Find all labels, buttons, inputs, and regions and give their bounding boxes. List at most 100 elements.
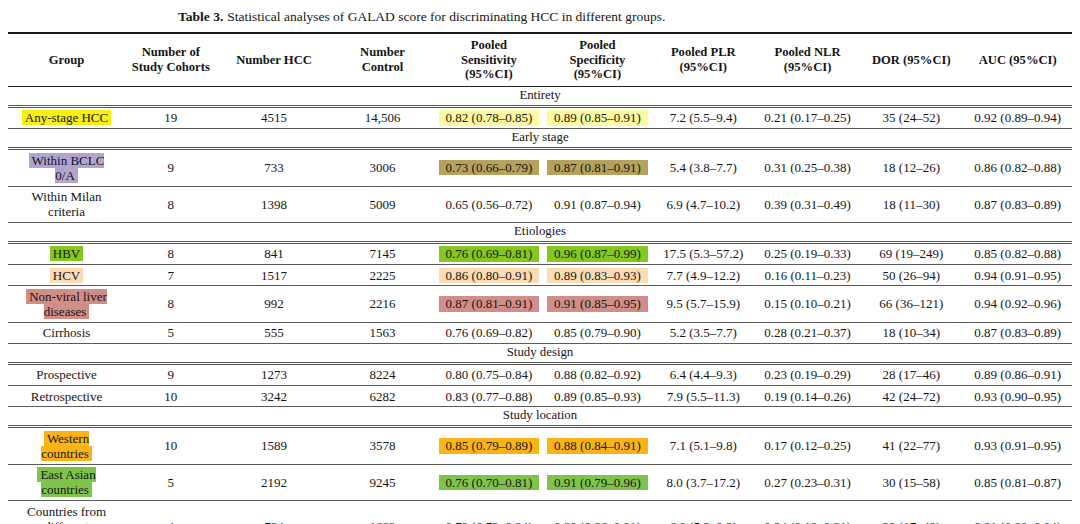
value-cell: 8	[125, 186, 217, 222]
cell-value: 19	[164, 110, 177, 125]
col-header-number-control: Number Control	[331, 33, 433, 86]
col-header-group: Group	[8, 33, 125, 86]
cell-value: 6.9 (5.2–9.2)	[670, 519, 737, 524]
value-cell: 7145	[331, 242, 433, 264]
caption-label: Table 3.	[178, 9, 223, 24]
cell-value: 7.7 (4.9–12.2)	[666, 268, 740, 283]
cell-value: 0.91 (0.79–0.96)	[547, 475, 648, 490]
value-cell: 0.24 (0.18–0.31)	[756, 501, 859, 524]
value-cell: 0.65 (0.56–0.72)	[434, 186, 545, 222]
cell-value: 50 (26–94)	[883, 268, 940, 283]
table-row: East Asian countries5219292450.76 (0.70–…	[8, 464, 1072, 500]
cell-value: 8	[168, 197, 175, 212]
cell-value: 0.85 (0.82–0.88)	[974, 246, 1061, 261]
caption-text: Statistical analyses of GALAD score for …	[227, 9, 665, 24]
group-label: Countries from different continents	[27, 504, 106, 524]
value-cell: 0.21 (0.17–0.25)	[756, 106, 859, 128]
col-header-number-hcc: Number HCC	[217, 33, 332, 86]
table-row: HCV7151722250.86 (0.80–0.91)0.89 (0.83–0…	[8, 265, 1072, 286]
cell-value: 42 (24–72)	[883, 389, 940, 404]
cell-value: 3006	[370, 160, 396, 175]
galad-statistics-table: Group Number of Study Cohorts Number HCC…	[8, 32, 1072, 524]
group-cell: Retrospective	[8, 386, 125, 407]
value-cell: 9	[125, 363, 217, 385]
cell-value: 0.94 (0.91–0.95)	[974, 268, 1061, 283]
cell-value: 0.91 (0.87–0.94)	[554, 197, 641, 212]
value-cell: 0.94 (0.92–0.96)	[963, 286, 1072, 322]
value-cell: 0.87 (0.83–0.89)	[963, 186, 1072, 222]
cell-value: 18 (10–34)	[883, 325, 940, 340]
section-row: Early stage	[8, 129, 1072, 149]
group-label: Non-viral liver diseases	[26, 289, 107, 319]
cell-value: 0.23 (0.19–0.29)	[764, 367, 851, 382]
value-cell: 0.15 (0.10–0.21)	[756, 286, 859, 322]
cell-value: 30 (15–58)	[883, 475, 940, 490]
value-cell: 0.76 (0.70–0.81)	[434, 464, 545, 500]
cell-value: 841	[264, 246, 284, 261]
value-cell: 734	[217, 501, 332, 524]
cell-value: 734	[264, 519, 284, 524]
value-cell: 8224	[331, 363, 433, 385]
cell-value: 69 (19–249)	[879, 246, 943, 261]
value-cell: 0.89 (0.85–0.91)	[544, 106, 650, 128]
value-cell: 17.5 (5.3–57.2)	[651, 242, 756, 264]
col-header-pooled-plr: Pooled PLR (95%CI)	[651, 33, 756, 86]
cell-value: 7	[168, 268, 175, 283]
value-cell: 0.27 (0.23–0.31)	[756, 464, 859, 500]
value-cell: 555	[217, 322, 332, 343]
table-row: Within Milan criteria8139850090.65 (0.56…	[8, 186, 1072, 222]
col-header-pooled-nlr: Pooled NLR (95%CI)	[756, 33, 859, 86]
value-cell: 0.91 (0.87–0.94)	[544, 186, 650, 222]
value-cell: 0.92 (0.89–0.94)	[963, 106, 1072, 128]
cell-value: 0.85 (0.79–0.89)	[439, 438, 540, 453]
cell-value: 1683	[370, 519, 396, 524]
col-header-pooled-sensitivity: Pooled Sensitivity (95%CI)	[434, 33, 545, 86]
value-cell: 9245	[331, 464, 433, 500]
value-cell: 6.4 (4.4–9.3)	[651, 363, 756, 385]
cell-value: 0.16 (0.11–0.23)	[764, 268, 850, 283]
value-cell: 0.85 (0.81–0.87)	[963, 464, 1072, 500]
cell-value: 0.17 (0.12–0.25)	[764, 438, 851, 453]
value-cell: 0.89 (0.85–0.93)	[544, 386, 650, 407]
value-cell: 0.83 (0.77–0.88)	[434, 386, 545, 407]
value-cell: 35 (24–52)	[859, 106, 963, 128]
cell-value: 0.76 (0.70–0.81)	[439, 475, 540, 490]
cell-value: 7.9 (5.5–11.3)	[667, 389, 740, 404]
value-cell: 5.4 (3.8–7.7)	[651, 149, 756, 186]
value-cell: 9.5 (5.7–15.9)	[651, 286, 756, 322]
cell-value: 1273	[261, 367, 287, 382]
value-cell: 0.89 (0.86–0.91)	[544, 501, 650, 524]
cell-value: 9	[168, 160, 175, 175]
cell-value: 0.39 (0.31–0.49)	[764, 197, 851, 212]
cell-value: 5	[168, 475, 175, 490]
cell-value: 0.76 (0.69–0.81)	[439, 246, 540, 261]
table-row: Cirrhosis555515630.76 (0.69–0.82)0.85 (0…	[8, 322, 1072, 343]
cell-value: 0.86 (0.82–0.88)	[974, 160, 1061, 175]
cell-value: 0.80 (0.75–0.84)	[446, 367, 533, 382]
group-label: Within BCLC 0/A	[29, 153, 105, 183]
value-cell: 7	[125, 265, 217, 286]
table-row: Within BCLC 0/A973330060.73 (0.66–0.79)0…	[8, 149, 1072, 186]
group-label: Cirrhosis	[43, 325, 91, 340]
cell-value: 0.31 (0.25–0.38)	[764, 160, 851, 175]
cell-value: 2216	[370, 296, 396, 311]
cell-value: 5	[168, 325, 175, 340]
value-cell: 42 (24–72)	[859, 386, 963, 407]
cell-value: 992	[264, 296, 284, 311]
cell-value: 0.86 (0.80–0.91)	[439, 268, 540, 283]
group-cell: Countries from different continents	[8, 501, 125, 524]
value-cell: 3006	[331, 149, 433, 186]
cell-value: 0.94 (0.92–0.96)	[974, 296, 1061, 311]
cell-value: 7.1 (5.1–9.8)	[670, 438, 737, 453]
cell-value: 0.21 (0.17–0.25)	[764, 110, 851, 125]
value-cell: 9	[125, 149, 217, 186]
value-cell: 0.85 (0.79–0.89)	[434, 427, 545, 464]
cell-value: 28 (17–46)	[883, 367, 940, 382]
cell-value: 1563	[370, 325, 396, 340]
group-cell: HCV	[8, 265, 125, 286]
value-cell: 0.80 (0.75–0.84)	[434, 363, 545, 385]
value-cell: 3578	[331, 427, 433, 464]
value-cell: 18 (12–26)	[859, 149, 963, 186]
value-cell: 0.91 (0.89–0.94)	[963, 501, 1072, 524]
cell-value: 8	[168, 246, 175, 261]
